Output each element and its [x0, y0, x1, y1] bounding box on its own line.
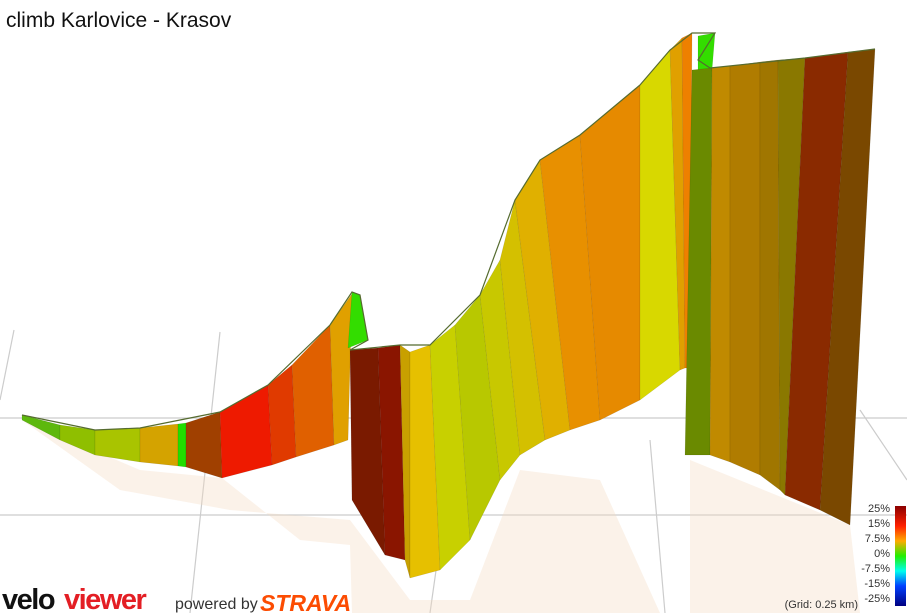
- legend-label: -25%: [864, 593, 890, 605]
- legend-label: -7.5%: [861, 563, 890, 575]
- logo: velo viewer: [2, 584, 148, 613]
- shadow: [22, 420, 860, 613]
- legend-label: 7.5%: [865, 533, 890, 545]
- profile-ribbon: [21, 32, 876, 579]
- legend-label: 15%: [868, 518, 890, 530]
- legend-label: -15%: [864, 578, 890, 590]
- brand-viewer: viewer: [64, 584, 146, 613]
- grid-note: (Grid: 0.25 km): [785, 599, 858, 611]
- title: climb Karlovice - Krasov: [6, 9, 232, 32]
- brand-velo: velo: [2, 584, 55, 613]
- strava-logo: STRAVA: [260, 590, 351, 613]
- powered-by: powered by: [175, 596, 258, 613]
- legend-label: 25%: [868, 503, 890, 515]
- color-scale: [895, 506, 906, 606]
- legend: 25% 15% 7.5% 0% -7.5% -15% -25%: [861, 503, 890, 605]
- legend-label: 0%: [874, 548, 890, 560]
